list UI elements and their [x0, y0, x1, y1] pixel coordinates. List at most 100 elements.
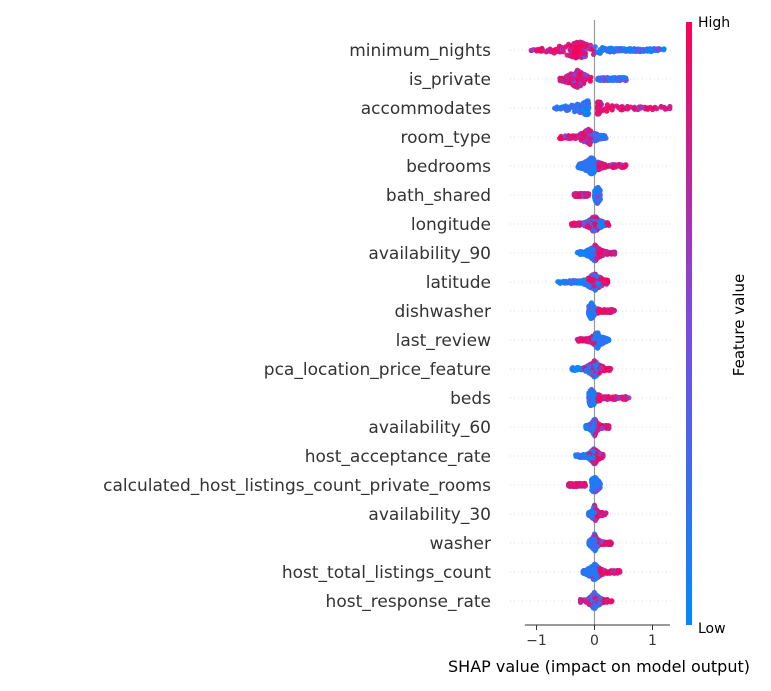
shap-point	[577, 81, 584, 87]
shap-point	[603, 47, 609, 53]
shap-point	[578, 250, 584, 256]
shap-point	[569, 279, 575, 285]
feature-label: pca_location_price_feature	[264, 360, 491, 380]
shap-point	[590, 336, 597, 342]
shap-point	[576, 161, 582, 167]
feature-points-last-review	[574, 330, 612, 351]
feature-points-minimum-nights	[528, 39, 667, 61]
feature-points-room-type	[557, 126, 609, 147]
shap-point	[569, 54, 575, 60]
shap-point	[604, 220, 610, 226]
shap-point	[596, 103, 602, 109]
shap-point	[619, 107, 625, 113]
shap-point	[639, 47, 646, 53]
shap-point	[580, 164, 587, 171]
feature-label: minimum_nights	[349, 41, 491, 61]
shap-point	[588, 389, 594, 395]
shap-point	[539, 45, 545, 51]
feature-label: room_type	[401, 128, 491, 148]
shap-point	[603, 540, 609, 546]
shap-point	[585, 140, 591, 146]
shap-point	[583, 158, 590, 165]
shap-point	[593, 255, 599, 262]
shap-point	[584, 281, 590, 287]
feature-label: bath_shared	[386, 186, 491, 206]
shap-point	[615, 75, 621, 82]
shap-point	[596, 223, 603, 229]
shap-point	[658, 103, 664, 110]
feature-points-bath-shared	[571, 184, 603, 206]
shap-point	[616, 568, 622, 574]
shap-point	[572, 365, 579, 371]
feature-points-longitude	[568, 214, 612, 234]
shap-point	[580, 76, 586, 82]
shap-point	[577, 454, 583, 460]
shap-point	[648, 48, 654, 54]
shap-point	[576, 280, 583, 286]
shap-point	[571, 42, 577, 48]
shap-point	[598, 219, 604, 225]
shap-point	[588, 158, 594, 164]
shap-point	[596, 190, 602, 196]
shap-point	[584, 568, 590, 574]
shap-point	[595, 397, 602, 403]
shap-point	[588, 252, 594, 259]
shap-point	[561, 279, 567, 285]
shap-point	[559, 78, 565, 84]
shap-point	[596, 198, 602, 204]
shap-point	[602, 77, 608, 83]
shap-point	[602, 106, 609, 112]
shap-point	[579, 43, 585, 49]
shap-point	[587, 397, 593, 403]
feature-label: calculated_host_listings_count_private_r…	[103, 476, 491, 496]
feature-labels: minimum_nightsis_privateaccommodatesroom…	[103, 41, 491, 612]
shap-point	[606, 337, 612, 343]
shap-point	[576, 222, 583, 228]
feature-points-availability-60	[583, 416, 612, 439]
shap-point	[593, 186, 599, 192]
shap-point	[571, 49, 578, 55]
shap-point	[583, 367, 589, 373]
shap-point	[587, 165, 593, 171]
shap-point	[603, 163, 609, 169]
shap-point	[605, 424, 612, 430]
shap-point	[588, 369, 595, 375]
feature-label: latitude	[426, 273, 491, 293]
shap-point	[571, 72, 577, 78]
feature-label: beds	[450, 389, 491, 409]
shap-point	[661, 46, 667, 52]
shap-point	[567, 135, 574, 141]
shap-point	[644, 105, 650, 111]
feature-points-pca-location-price-feature	[569, 358, 614, 380]
feature-points-host-total-listings-count	[580, 561, 623, 582]
shap-point	[551, 50, 557, 56]
shap-point	[592, 484, 599, 490]
feature-label: host_acceptance_rate	[305, 447, 491, 467]
feature-points-availability-90	[574, 242, 618, 264]
shap-point	[576, 133, 582, 139]
feature-points-host-acceptance-rate	[573, 446, 606, 467]
beeswarm-points	[528, 39, 673, 612]
shap-point	[594, 574, 600, 580]
shap-point	[605, 277, 611, 283]
shap-point	[579, 106, 586, 112]
shap-point	[591, 358, 597, 364]
shap-point	[621, 46, 627, 52]
shap-point	[599, 133, 605, 139]
shap-point	[586, 454, 592, 460]
feature-points-beds	[586, 386, 632, 409]
feature-label: is_private	[409, 70, 491, 90]
shap-point	[561, 45, 567, 51]
shap-point	[591, 164, 597, 171]
shap-point	[593, 477, 599, 483]
shap-point	[592, 431, 599, 437]
shap-point	[592, 133, 598, 139]
shap-point	[567, 76, 573, 83]
shap-point	[566, 481, 573, 487]
shap-point	[582, 72, 588, 78]
shap-point	[599, 425, 605, 431]
shap-point	[585, 223, 591, 229]
shap-point	[595, 281, 601, 287]
shap-point	[591, 509, 598, 516]
shap-point	[609, 106, 615, 112]
